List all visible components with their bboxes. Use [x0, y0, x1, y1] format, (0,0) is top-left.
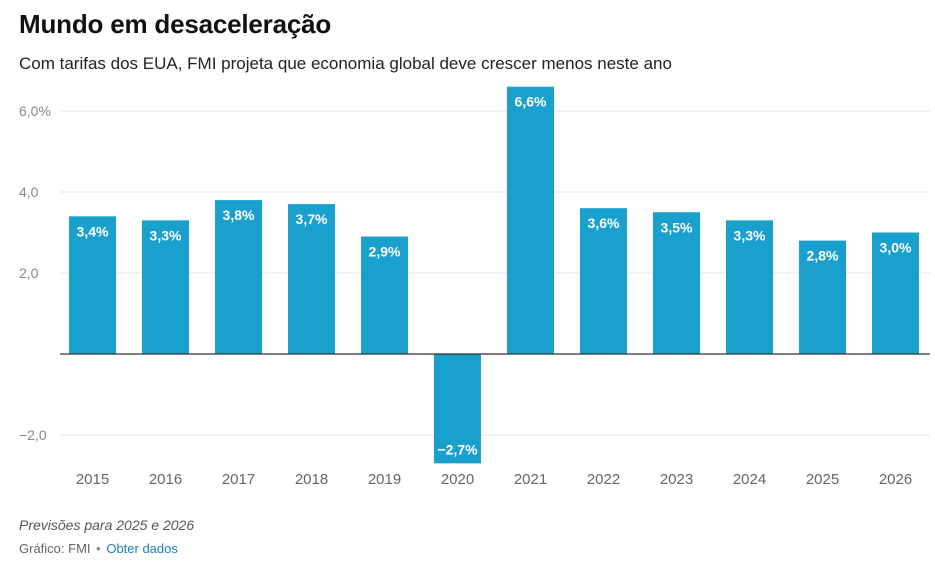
bar-2019 — [361, 236, 408, 354]
data-label: 2,9% — [369, 244, 401, 260]
data-label: 3,8% — [223, 207, 255, 223]
data-label: 3,6% — [588, 215, 620, 231]
bar-2023 — [653, 212, 700, 354]
data-label: 2,8% — [807, 248, 839, 264]
bar-2026 — [872, 232, 919, 354]
x-tick-label: 2025 — [806, 471, 839, 488]
x-tick-label: 2016 — [149, 471, 182, 488]
bar-2016 — [142, 220, 189, 354]
bar-2015 — [69, 216, 116, 354]
y-tick-label: 2,0 — [19, 265, 39, 281]
source-line: Gráfico: FMI • Obter dados — [19, 541, 178, 556]
bar-2021 — [507, 86, 554, 354]
bar-2018 — [288, 204, 335, 354]
x-tick-label: 2018 — [295, 471, 328, 488]
bar-2020 — [434, 354, 481, 464]
data-label: 3,4% — [77, 223, 109, 239]
x-tick-label: 2021 — [514, 471, 547, 488]
x-tick-label: 2023 — [660, 471, 693, 488]
y-tick-label: 6,0% — [19, 103, 51, 119]
x-tick-label: 2024 — [733, 471, 766, 488]
bar-2017 — [215, 200, 262, 354]
x-tick-label: 2015 — [76, 471, 109, 488]
source-separator: • — [96, 541, 101, 556]
data-label: 6,6% — [515, 94, 547, 110]
chart-subtitle: Com tarifas dos EUA, FMI projeta que eco… — [19, 54, 672, 73]
get-data-link[interactable]: Obter dados — [106, 541, 178, 556]
forecast-note: Previsões para 2025 e 2026 — [19, 517, 195, 533]
x-tick-label: 2026 — [879, 471, 912, 488]
source-label: Gráfico: FMI — [19, 541, 91, 556]
x-tick-label: 2020 — [441, 471, 474, 488]
data-label: 3,3% — [734, 227, 766, 243]
bars — [69, 86, 919, 464]
y-tick-label: 4,0 — [19, 184, 39, 200]
x-tick-label: 2022 — [587, 471, 620, 488]
x-tick-label: 2017 — [222, 471, 255, 488]
data-label: 3,3% — [150, 227, 182, 243]
bar-2024 — [726, 220, 773, 354]
data-labels: 3,4% 3,3% 3,8% 3,7% 2,9% −2,7% 6,6% 3,6% 3,5% 3,3… — [77, 94, 912, 458]
x-tick-label: 2019 — [368, 471, 401, 488]
x-axis-ticks: 2015 2016 2017 2018 2019 2020 2021 2022 2023 2024… — [76, 471, 912, 488]
bar-2025 — [799, 240, 846, 354]
data-label: 3,5% — [661, 219, 693, 235]
y-tick-label: −2,0 — [19, 427, 47, 443]
data-label: 3,7% — [296, 211, 328, 227]
chart-title: Mundo em desaceleração — [19, 9, 332, 39]
gridlines: 6,0% 4,0 2,0 −2,0 — [19, 103, 930, 443]
data-label: 3,0% — [880, 240, 912, 256]
bar-2022 — [580, 208, 627, 354]
data-label: −2,7% — [437, 441, 478, 457]
